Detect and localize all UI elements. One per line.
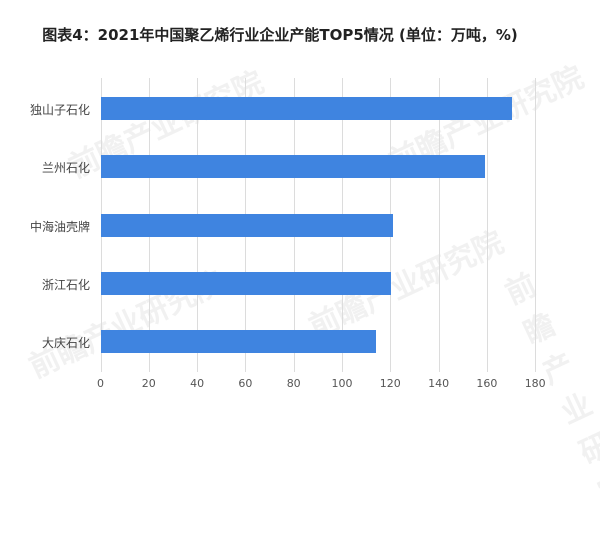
category-label: 兰州石化 [41, 161, 90, 176]
category-label: 浙江石化 [41, 277, 90, 292]
chart-title: 图表4：2021年中国聚乙烯行业企业产能TOP5情况 (单位：万吨，%) [42, 26, 518, 44]
bar [101, 271, 391, 295]
x-tick-label: 120 [379, 377, 401, 390]
bar [101, 213, 394, 237]
category-label: 中海油壳牌 [29, 219, 90, 234]
x-tick-label: 140 [428, 377, 450, 390]
gridline [535, 78, 536, 372]
category-label: 独山子石化 [29, 103, 90, 117]
category-label: 大庆石化 [41, 336, 90, 351]
x-tick-label: 160 [476, 377, 498, 390]
x-tick-label: 80 [286, 377, 301, 390]
x-tick-label: 180 [524, 377, 546, 390]
x-tick-label: 60 [238, 377, 253, 390]
x-tick-label: 40 [190, 377, 205, 390]
bar [101, 330, 377, 354]
x-tick-label: 20 [141, 377, 156, 390]
watermark: 前瞻产业研究院 [500, 267, 600, 512]
bar [101, 97, 512, 120]
gridline [439, 78, 440, 372]
gridline [487, 78, 488, 372]
bar [101, 155, 485, 179]
bar-chart: 前瞻产业研究院 前瞻产业研究院 前瞻产业研究院 前瞻产业研究院 前瞻产业研究院 0 20 40… [24, 60, 600, 511]
x-tick-label: 0 [97, 377, 104, 390]
x-tick-label: 100 [331, 377, 353, 390]
